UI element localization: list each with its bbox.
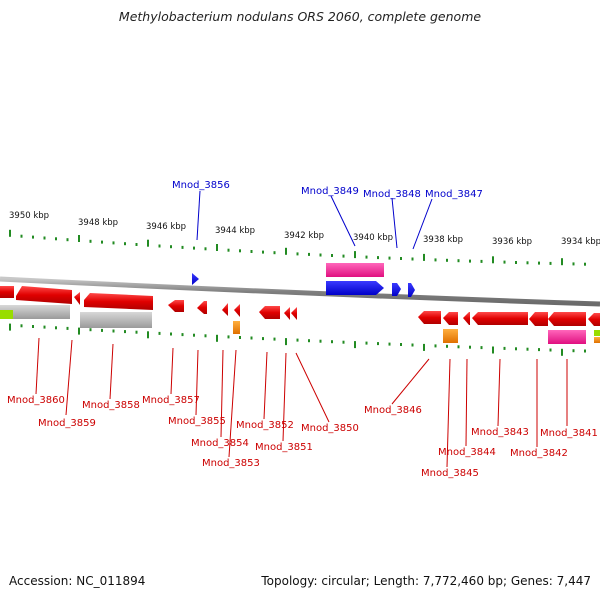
leader-lines bbox=[35, 190, 568, 468]
gene-label-mnod-3846[interactable]: Mnod_3846 bbox=[364, 405, 422, 416]
gene-mnod-3860-arrow[interactable] bbox=[0, 286, 14, 298]
map-title: Methylobacterium nodulans ORS 2060, comp… bbox=[118, 9, 482, 24]
gene-mnod-3853-feature[interactable] bbox=[233, 321, 240, 334]
gene-label-mnod-3859[interactable]: Mnod_3859 bbox=[38, 418, 96, 429]
gene-mnod-3847-arrow[interactable] bbox=[408, 283, 415, 297]
gene-mnod-3846-arrow[interactable] bbox=[418, 311, 441, 324]
gene-label-mnod-3848[interactable]: Mnod_3848 bbox=[363, 189, 421, 200]
gene-mnod-3844-arrow[interactable] bbox=[463, 312, 470, 325]
gene-label-mnod-3853[interactable]: Mnod_3853 bbox=[202, 458, 260, 469]
gene-label-mnod-3841[interactable]: Mnod_3841 bbox=[540, 428, 598, 439]
gene-small-arrow[interactable] bbox=[74, 292, 80, 305]
lime-feature[interactable] bbox=[594, 330, 600, 336]
gene-label-mnod-3844[interactable]: Mnod_3844 bbox=[438, 447, 496, 458]
gene-label-mnod-3857[interactable]: Mnod_3857 bbox=[142, 395, 200, 406]
forward-gene-labels: Mnod_3856 Mnod_3849 Mnod_3848 Mnod_3847 bbox=[172, 180, 483, 200]
gene-mnod-3858-arrow[interactable] bbox=[84, 293, 153, 310]
forward-strand-features bbox=[192, 263, 415, 297]
gene-label-mnod-3860[interactable]: Mnod_3860 bbox=[7, 395, 65, 406]
gene-label-mnod-3854[interactable]: Mnod_3854 bbox=[191, 438, 249, 449]
gene-mnod-3859-arrow[interactable] bbox=[16, 286, 72, 304]
kbp-label: 3940 kbp bbox=[353, 233, 393, 243]
gene-label-mnod-3855[interactable]: Mnod_3855 bbox=[168, 416, 226, 427]
gene-label-mnod-3849[interactable]: Mnod_3849 bbox=[301, 186, 359, 197]
reverse-gene-labels: Mnod_3860 Mnod_3859 Mnod_3858 Mnod_3857 … bbox=[7, 395, 598, 479]
kbp-label: 3950 kbp bbox=[9, 211, 49, 221]
gene-mnod-3845-feature[interactable] bbox=[443, 329, 458, 343]
genome-backbone bbox=[0, 276, 600, 307]
kbp-label: 3942 kbp bbox=[284, 231, 324, 241]
gene-mnod-3842-rna[interactable] bbox=[548, 330, 586, 344]
reverse-strand-features bbox=[0, 286, 600, 344]
lime-feature[interactable] bbox=[0, 310, 13, 319]
gene-mnod-3848-arrow[interactable] bbox=[392, 283, 401, 296]
gene-label-mnod-3858[interactable]: Mnod_3858 bbox=[82, 400, 140, 411]
pseudo-gene[interactable] bbox=[80, 312, 152, 328]
gene-label-mnod-3850[interactable]: Mnod_3850 bbox=[301, 423, 359, 434]
gene-mnod-3842-arrow[interactable] bbox=[529, 312, 548, 326]
gene-label-mnod-3847[interactable]: Mnod_3847 bbox=[425, 189, 483, 200]
gene-mnod-3852-arrow[interactable] bbox=[259, 306, 280, 319]
kbp-label: 3938 kbp bbox=[423, 235, 463, 245]
scale-labels: 3950 kbp 3948 kbp 3946 kbp 3944 kbp 3942… bbox=[9, 211, 600, 247]
outer-scale-ticks bbox=[9, 229, 586, 266]
gene-mnod-3851-arrow[interactable] bbox=[284, 307, 290, 320]
inner-scale-ticks bbox=[9, 323, 586, 356]
gene-mnod-3850-arrow[interactable] bbox=[291, 307, 297, 320]
kbp-label: 3936 kbp bbox=[492, 237, 532, 247]
gene-mnod-3849-rna[interactable] bbox=[326, 263, 384, 277]
gene-mnod-3841-arrow[interactable] bbox=[548, 312, 586, 326]
topology-text: Topology: circular; Length: 7,772,460 bp… bbox=[261, 574, 591, 588]
kbp-label: 3946 kbp bbox=[146, 222, 186, 232]
gene-mnod-3854-arrow[interactable] bbox=[222, 303, 228, 316]
orange-feature[interactable] bbox=[594, 337, 600, 343]
kbp-label: 3934 kbp bbox=[561, 237, 600, 247]
gene-mnod-3843-arrow[interactable] bbox=[472, 312, 528, 325]
gene-mnod-3855-arrow[interactable] bbox=[197, 301, 207, 314]
gene-label-mnod-3843[interactable]: Mnod_3843 bbox=[471, 427, 529, 438]
gene-right-edge-arrow[interactable] bbox=[588, 313, 600, 326]
kbp-label: 3948 kbp bbox=[78, 218, 118, 228]
gene-mnod-3845-arrow[interactable] bbox=[443, 312, 458, 325]
kbp-label: 3944 kbp bbox=[215, 226, 255, 236]
gene-label-mnod-3852[interactable]: Mnod_3852 bbox=[236, 420, 294, 431]
accession-text: Accession: NC_011894 bbox=[9, 574, 146, 588]
gene-mnod-3849-arrow[interactable] bbox=[326, 281, 384, 295]
pseudo-gene[interactable] bbox=[0, 305, 70, 319]
gene-label-mnod-3856[interactable]: Mnod_3856 bbox=[172, 180, 230, 191]
gene-label-mnod-3842[interactable]: Mnod_3842 bbox=[510, 448, 568, 459]
gene-mnod-3856-arrow[interactable] bbox=[192, 273, 199, 285]
gene-mnod-3857-arrow[interactable] bbox=[168, 300, 184, 312]
gene-label-mnod-3845[interactable]: Mnod_3845 bbox=[421, 468, 479, 479]
gene-mnod-3853-arrow[interactable] bbox=[234, 304, 240, 317]
gene-label-mnod-3851[interactable]: Mnod_3851 bbox=[255, 442, 313, 453]
